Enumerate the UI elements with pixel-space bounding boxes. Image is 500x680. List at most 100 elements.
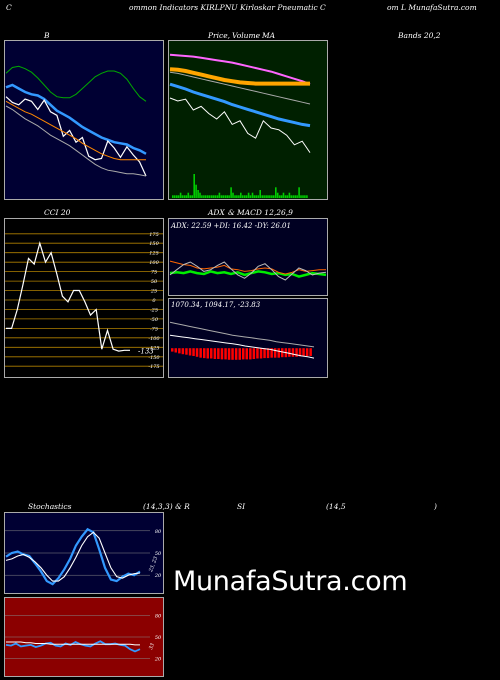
volume-bar: [251, 192, 254, 198]
volume-bar: [282, 192, 285, 198]
volume-bar: [265, 195, 267, 198]
macd-hist-bar: [277, 348, 280, 358]
macd-hist-bar: [266, 348, 270, 359]
macd-hist-bar: [203, 348, 206, 359]
volume-bar: [294, 195, 296, 198]
cci-tick-label: -175: [148, 364, 159, 370]
macd-hist-bar: [245, 348, 248, 360]
stoch-title-4: (14,5: [326, 502, 346, 511]
series-line: [5, 65, 147, 102]
panel-frame: [4, 218, 164, 378]
volume-bar: [181, 195, 184, 198]
header-title: ommon Indicators KIRLPNU Kirloskar Pneum…: [129, 3, 326, 12]
macd-readout: 1070.34, 1094.17, -23.83: [171, 301, 261, 309]
price-volume-ma-panel: [168, 40, 328, 200]
volume-bar: [222, 195, 225, 198]
volume-bar: [199, 192, 201, 198]
macd-hist-bar: [273, 348, 277, 358]
panel-frame: [4, 40, 164, 200]
macd-hist-bar: [210, 348, 213, 359]
cci-tick-label: -50: [150, 317, 159, 323]
volume-bar: [276, 192, 279, 198]
series-line: [5, 83, 147, 155]
adx-panel: ADX: 22.59 +DI: 16.42 -DY: 26.01: [168, 218, 328, 296]
series-line: [169, 82, 311, 128]
macd-hist-bar: [242, 348, 245, 360]
volume-bar: [247, 192, 250, 198]
price-ma-title-price: Price,: [208, 31, 231, 40]
macd-hist-bar: [181, 348, 185, 355]
stoch-title-1: Stochastics: [28, 502, 72, 511]
macd-hist-bar: [178, 348, 181, 354]
volume-bar: [253, 195, 256, 198]
volume-bar: [259, 190, 261, 198]
volume-bar: [255, 195, 258, 198]
macd-hist-bar: [291, 348, 295, 357]
volume-bar: [263, 195, 265, 198]
volume-bar: [208, 195, 211, 198]
volume-bar: [216, 195, 219, 198]
panel-frame: [168, 40, 328, 200]
series-line: [169, 334, 315, 359]
header-site: om L MunafaSutra.com: [387, 3, 477, 12]
macd-hist-bar: [192, 348, 195, 356]
macd-hist-bar: [270, 348, 273, 358]
macd-hist-bar: [259, 348, 263, 359]
volume-bar: [243, 195, 246, 198]
volume-bar: [189, 195, 192, 198]
macd-hist-bar: [263, 348, 266, 359]
series-line: [5, 100, 146, 161]
stoch-title-5: ): [434, 502, 437, 511]
volume-bar: [214, 195, 217, 198]
series-line: [169, 97, 311, 153]
macd-hist-bar: [309, 348, 312, 356]
volume-bar: [177, 195, 180, 198]
volume-bar: [201, 195, 203, 198]
series-line: [169, 260, 326, 275]
volume-bar: [228, 195, 230, 198]
volume-bar: [175, 195, 178, 198]
volume-bar: [284, 195, 287, 198]
macd-hist-bar: [298, 348, 302, 357]
volume-bar: [240, 192, 242, 198]
stoch-title-3: SI: [237, 502, 246, 511]
volume-bar: [207, 195, 209, 198]
volume-bar: [306, 195, 308, 198]
adx-readout: ADX: 22.59 +DI: 16.42 -DY: 26.01: [170, 222, 291, 230]
volume-bar: [302, 195, 304, 198]
volume-bar: [183, 195, 186, 198]
macd-hist-bar: [195, 348, 199, 357]
cci-tick-label: 100: [149, 260, 159, 266]
series-line: [5, 527, 141, 586]
macd-hist-bar: [252, 348, 256, 359]
macd-hist-bar: [288, 348, 291, 357]
series-line: [169, 270, 327, 278]
macd-hist-bar: [238, 348, 241, 360]
volume-bar: [286, 195, 289, 198]
volume-bar: [191, 195, 193, 198]
macd-hist-bar: [249, 348, 252, 360]
panel-frame: [168, 298, 328, 378]
osc-tick-label: 80: [155, 613, 162, 619]
cci-panel: 175 150 125 100 75 50 25 0 -25 -50 -75 -100 -125 -150…: [4, 218, 164, 378]
osc-tick-label: 20: [154, 657, 162, 663]
macd-hist-bar: [302, 348, 305, 357]
volume-bar: [195, 184, 197, 198]
volume-bar: [212, 195, 215, 198]
volume-bar: [245, 195, 248, 198]
adx-title: ADX: [208, 208, 225, 217]
macd-hist-bar: [206, 348, 209, 359]
volume-bar: [238, 195, 240, 198]
volume-bar: [296, 195, 298, 198]
series-line: [5, 105, 147, 177]
volume-bar: [203, 195, 205, 198]
volume-bar: [205, 195, 207, 198]
price-ma-title-ma: MA: [262, 31, 276, 40]
panel-frame: [168, 218, 328, 296]
volume-bar: [271, 195, 273, 198]
macd-hist-bar: [220, 348, 224, 360]
cci-tick-label: -100: [148, 336, 160, 342]
macd-hist-bar: [188, 348, 192, 356]
stoch-title-2: (14,3,3) & R: [143, 502, 190, 511]
